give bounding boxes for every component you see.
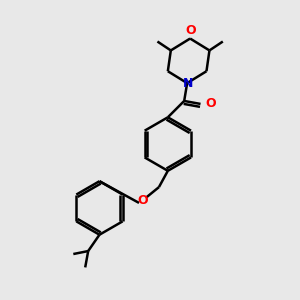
Text: O: O	[137, 194, 148, 207]
Text: O: O	[186, 24, 196, 37]
Text: N: N	[183, 76, 193, 90]
Text: O: O	[205, 98, 216, 110]
